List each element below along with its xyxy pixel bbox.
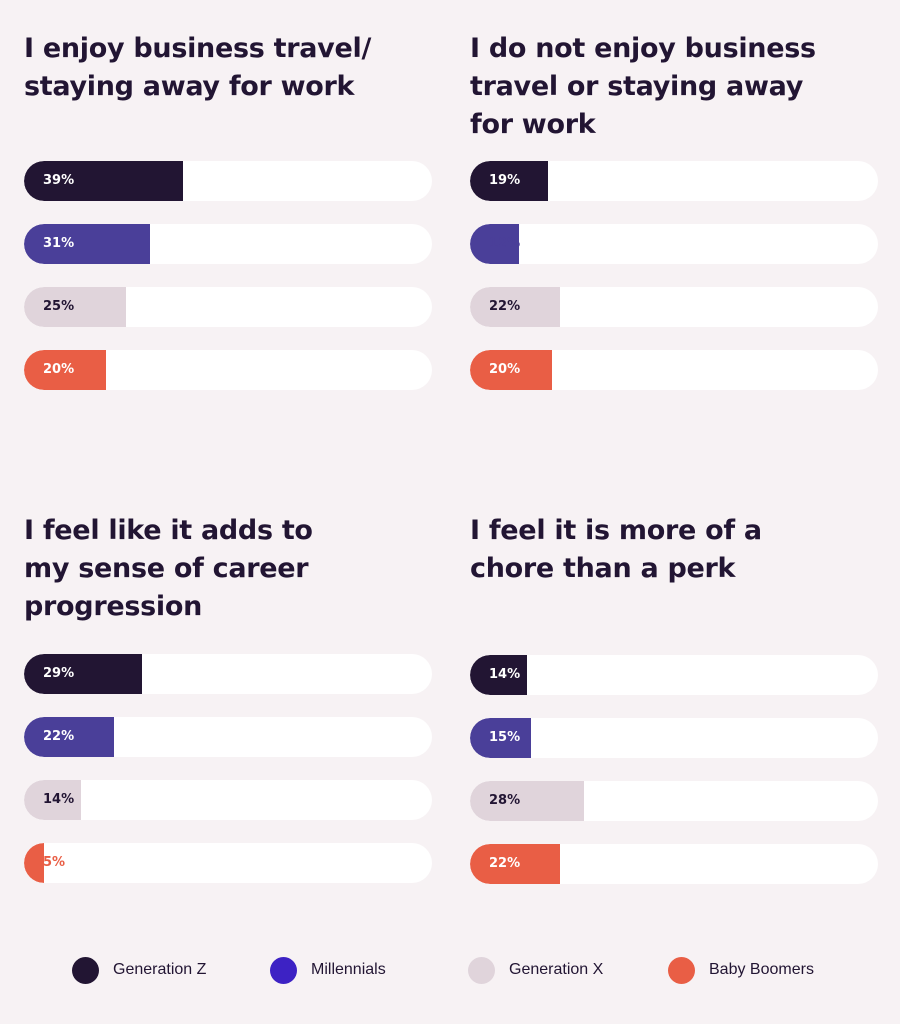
legend-item-baby-boomers: Baby Boomers [668, 955, 814, 985]
bar-fill [470, 161, 548, 201]
bar-track: 19% [470, 161, 878, 201]
bar-value-label: 31% [43, 236, 75, 251]
title-line: my sense of career [24, 553, 309, 584]
bar-fill [24, 287, 126, 327]
bar-fill [24, 843, 45, 883]
title-line: progression [24, 591, 203, 622]
title-line: staying away for work [24, 71, 355, 102]
title-line: chore than a perk [470, 553, 736, 584]
bar-fill [470, 350, 552, 390]
bar-value-label: 14% [43, 792, 75, 807]
bar-track: 29% [24, 654, 432, 694]
bar-fill [24, 350, 106, 390]
bar-value-label: 25% [43, 299, 75, 314]
bar-track: 31% [24, 224, 432, 264]
bar-group: 14% 15% 28% 22% [470, 655, 878, 907]
bar-value-label: 5% [43, 855, 66, 870]
legend-item-millennials: Millennials [270, 955, 386, 985]
bar-value-label: 39% [43, 173, 75, 188]
legend-item-gen-x: Generation X [468, 955, 603, 985]
bar-track: 14% [24, 780, 432, 820]
bar-value-label: 22% [489, 856, 521, 871]
title-line: for work [470, 109, 596, 140]
legend-dot-icon [72, 956, 99, 984]
panel-enjoy-travel: I enjoy business travel/staying away for… [24, 30, 432, 390]
title-line: I do not enjoy business [470, 33, 816, 64]
bar-track: 5% [24, 843, 432, 883]
bar-value-label: 20% [489, 362, 521, 377]
panel-career-progression: I feel like it adds to my sense of career… [24, 512, 432, 883]
bar-fill [470, 224, 519, 264]
bar-fill [470, 718, 532, 758]
bar-fill [24, 654, 143, 694]
bar-track: 20% [470, 350, 878, 390]
title-line: travel or staying away [470, 71, 803, 102]
bar-track: 22% [470, 287, 878, 327]
legend: Generation Z Millennials Generation X Ba… [72, 955, 872, 985]
legend-label: Baby Boomers [709, 961, 814, 978]
panel-not-enjoy-travel: I do not enjoy business travel or staying… [470, 30, 878, 390]
legend-item-gen-z: Generation Z [72, 955, 206, 985]
bar-value-label: 12% [489, 236, 521, 251]
panel-title: I feel like it adds to my sense of career… [24, 512, 432, 626]
bar-track: 15% [470, 718, 878, 758]
legend-dot-icon [468, 956, 495, 984]
bar-value-label: 20% [43, 362, 75, 377]
title-line: I feel like it adds to [24, 515, 313, 546]
bar-value-label: 22% [489, 299, 521, 314]
bar-track: 28% [470, 781, 878, 821]
legend-label: Generation X [509, 961, 604, 978]
panel-title: I enjoy business travel/staying away for… [24, 30, 432, 106]
bar-group: 19% 12% 22% 20% [470, 161, 878, 413]
bar-track: 39% [24, 161, 432, 201]
bar-value-label: 29% [43, 666, 75, 681]
bar-value-label: 19% [489, 173, 521, 188]
legend-dot-icon [270, 956, 297, 984]
bar-track: 20% [24, 350, 432, 390]
bar-fill [470, 655, 528, 695]
bar-fill [470, 781, 585, 821]
bar-track: 22% [24, 717, 432, 757]
bar-track: 25% [24, 287, 432, 327]
bar-fill [470, 287, 560, 327]
legend-dot-icon [668, 956, 695, 984]
bar-value-label: 15% [489, 730, 521, 745]
legend-label: Generation Z [113, 961, 207, 978]
bar-fill [24, 780, 82, 820]
panel-chore-not-perk: I feel it is more of a chore than a perk … [470, 512, 878, 884]
bar-fill [24, 161, 184, 201]
legend-label: Millennials [311, 961, 386, 978]
bar-group: 39% 31% 25% 20% [24, 161, 432, 413]
bar-value-label: 14% [489, 667, 521, 682]
bar-value-label: 22% [43, 729, 75, 744]
title-line: I enjoy business travel/ [24, 33, 372, 64]
bar-value-label: 28% [489, 793, 521, 808]
title-line: I feel it is more of a [470, 515, 762, 546]
bar-fill [24, 224, 151, 264]
bar-fill [470, 844, 560, 884]
bar-track: 14% [470, 655, 878, 695]
bar-track: 12% [470, 224, 878, 264]
bar-fill [24, 717, 114, 757]
panel-title: I do not enjoy business travel or staying… [470, 30, 878, 144]
bar-track: 22% [470, 844, 878, 884]
bar-group: 29% 22% 14% 5% [24, 654, 432, 906]
panel-title: I feel it is more of a chore than a perk [470, 512, 878, 588]
